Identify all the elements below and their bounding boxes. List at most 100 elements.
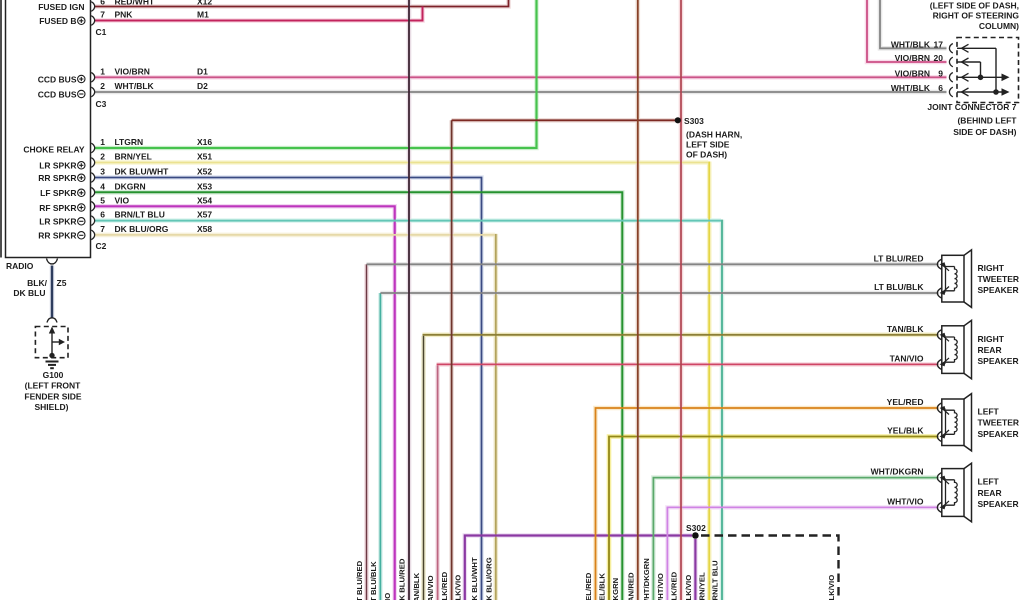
svg-text:WHT/VIO: WHT/VIO [887, 496, 924, 506]
svg-text:X58: X58 [197, 224, 212, 234]
svg-text:VIO: VIO [115, 195, 130, 205]
svg-text:YEL/RED: YEL/RED [887, 397, 924, 407]
svg-text:17: 17 [934, 39, 944, 49]
svg-text:LR SPKR: LR SPKR [39, 217, 76, 227]
svg-text:RED/WHT: RED/WHT [115, 0, 155, 7]
svg-text:BRN/YEL: BRN/YEL [698, 572, 707, 600]
svg-text:RR SPKR: RR SPKR [38, 231, 76, 241]
svg-text:RR SPKR: RR SPKR [38, 173, 76, 183]
svg-text:LEFT: LEFT [978, 477, 1000, 487]
svg-text:LEFT: LEFT [978, 406, 1000, 416]
svg-text:SHIELD): SHIELD) [35, 402, 69, 412]
svg-text:7: 7 [100, 10, 105, 20]
svg-text:COLUMN): COLUMN) [979, 21, 1019, 31]
svg-text:Z5: Z5 [57, 278, 67, 288]
svg-text:D1: D1 [197, 66, 208, 76]
svg-text:LEFT SIDE: LEFT SIDE [686, 140, 730, 150]
svg-text:WHT/BLK: WHT/BLK [891, 39, 931, 49]
svg-text:3: 3 [100, 167, 105, 177]
svg-text:1: 1 [100, 137, 105, 147]
svg-text:C1: C1 [96, 27, 107, 37]
svg-text:SPEAKER: SPEAKER [978, 285, 1019, 295]
svg-text:G100: G100 [43, 370, 64, 380]
svg-text:VIO/BRN: VIO/BRN [895, 53, 930, 63]
svg-text:SIDE OF DASH): SIDE OF DASH) [953, 127, 1016, 137]
svg-text:LT BLU/BLK: LT BLU/BLK [369, 561, 378, 600]
svg-text:CHOKE RELAY: CHOKE RELAY [23, 144, 84, 154]
svg-text:FUSED IGN: FUSED IGN [38, 2, 84, 12]
svg-text:YEL/BLK: YEL/BLK [598, 573, 607, 600]
svg-text:CCD BUS: CCD BUS [38, 74, 77, 84]
svg-text:BLK/VIO: BLK/VIO [827, 575, 836, 600]
svg-text:DK BLU/WHT: DK BLU/WHT [115, 167, 170, 177]
svg-text:(DASH HARN,: (DASH HARN, [686, 130, 742, 140]
svg-text:X51: X51 [197, 152, 212, 162]
svg-text:X52: X52 [197, 167, 212, 177]
svg-text:S303: S303 [684, 116, 704, 126]
svg-text:VIO: VIO [383, 593, 392, 600]
svg-text:VIO/BRN: VIO/BRN [115, 66, 150, 76]
svg-text:WHT/DKGRN: WHT/DKGRN [871, 467, 924, 477]
svg-text:WHT/VIO: WHT/VIO [656, 573, 665, 600]
svg-text:OF DASH): OF DASH) [686, 150, 727, 160]
svg-text:DK BLU/WHT: DK BLU/WHT [470, 557, 479, 600]
svg-text:6: 6 [100, 210, 105, 220]
svg-text:WHT/DKGRN: WHT/DKGRN [642, 558, 651, 600]
svg-text:7: 7 [100, 224, 105, 234]
svg-text:BLK/VIO: BLK/VIO [453, 575, 462, 600]
svg-text:TWEETER: TWEETER [978, 274, 1020, 284]
svg-text:C3: C3 [96, 99, 107, 109]
svg-text:LTGRN: LTGRN [115, 137, 144, 147]
svg-text:M1: M1 [197, 10, 209, 20]
svg-text:RIGHT: RIGHT [978, 334, 1005, 344]
svg-text:WHT/BLK: WHT/BLK [115, 81, 155, 91]
svg-text:REAR: REAR [978, 345, 1002, 355]
svg-text:TWEETER: TWEETER [978, 418, 1020, 428]
svg-text:9: 9 [938, 68, 943, 78]
svg-text:WHT/BLK: WHT/BLK [891, 83, 931, 93]
svg-text:LT BLU/RED: LT BLU/RED [355, 560, 364, 600]
svg-text:PNK: PNK [115, 10, 134, 20]
svg-text:C2: C2 [96, 241, 107, 251]
svg-text:RIGHT OF STEERING: RIGHT OF STEERING [933, 11, 1020, 21]
svg-text:BLK/VIO: BLK/VIO [684, 575, 693, 600]
svg-text:BLK/RED: BLK/RED [670, 571, 679, 600]
svg-text:DK BLU/ORG: DK BLU/ORG [115, 224, 169, 234]
svg-text:TAN/VIO: TAN/VIO [426, 575, 435, 600]
svg-text:FENDER SIDE: FENDER SIDE [24, 392, 81, 402]
svg-text:FUSED B: FUSED B [39, 16, 76, 26]
svg-text:YEL/RED: YEL/RED [584, 572, 593, 600]
svg-text:5: 5 [100, 195, 105, 205]
svg-text:CCD BUS: CCD BUS [38, 89, 77, 99]
svg-text:RF SPKR: RF SPKR [39, 203, 76, 213]
svg-text:X57: X57 [197, 210, 212, 220]
svg-text:DK BLU/RED: DK BLU/RED [398, 558, 407, 600]
svg-text:RADIO: RADIO [6, 261, 34, 271]
svg-text:BLK/RED: BLK/RED [440, 571, 449, 600]
svg-text:(LEFT FRONT: (LEFT FRONT [25, 381, 82, 391]
svg-text:X12: X12 [197, 0, 212, 7]
svg-text:DKGRN: DKGRN [611, 577, 620, 600]
svg-text:6: 6 [100, 0, 105, 7]
svg-text:2: 2 [100, 81, 105, 91]
svg-text:S302: S302 [686, 523, 706, 533]
svg-text:BRN/LT BLU: BRN/LT BLU [115, 210, 165, 220]
svg-text:RIGHT: RIGHT [978, 263, 1005, 273]
svg-text:20: 20 [934, 53, 944, 63]
svg-text:DK BLU/ORG: DK BLU/ORG [484, 557, 493, 600]
svg-text:BRN/LT BLU: BRN/LT BLU [711, 560, 720, 600]
svg-text:D2: D2 [197, 81, 208, 91]
svg-text:1: 1 [100, 66, 105, 76]
svg-text:REAR: REAR [978, 488, 1002, 498]
svg-text:TAN/BLK: TAN/BLK [887, 324, 925, 334]
svg-text:TAN/BLK: TAN/BLK [412, 572, 421, 600]
svg-text:JOINT CONNECTOR 7: JOINT CONNECTOR 7 [927, 102, 1016, 112]
svg-text:TAN/VIO: TAN/VIO [890, 353, 924, 363]
svg-text:6: 6 [938, 83, 943, 93]
svg-text:TAN/RED: TAN/RED [626, 572, 635, 600]
svg-text:2: 2 [100, 152, 105, 162]
svg-text:SPEAKER: SPEAKER [978, 499, 1019, 509]
svg-text:(LEFT SIDE OF DASH,: (LEFT SIDE OF DASH, [930, 1, 1019, 11]
svg-text:LF SPKR: LF SPKR [40, 188, 76, 198]
svg-text:SPEAKER: SPEAKER [978, 356, 1019, 366]
